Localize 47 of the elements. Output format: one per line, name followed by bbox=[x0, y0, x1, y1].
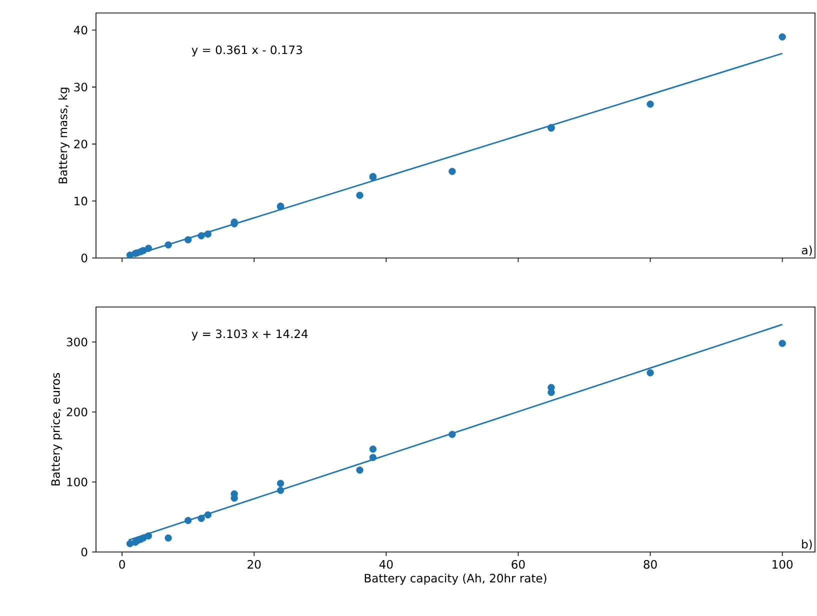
x-tick-label: 80 bbox=[644, 560, 657, 569]
x-tick-label: 60 bbox=[512, 560, 525, 569]
y-tick-label: 0 bbox=[81, 548, 88, 556]
annotation: y = 3.103 x + 14.24 bbox=[192, 329, 308, 340]
y-tick-label: 30 bbox=[74, 82, 88, 92]
y-tick-label: 20 bbox=[74, 140, 88, 148]
point bbox=[276, 480, 284, 487]
annotation: a) bbox=[802, 246, 812, 256]
point bbox=[369, 454, 377, 462]
x-axis-title: Battery capacity (Ah, 20hr rate) bbox=[364, 574, 546, 585]
point bbox=[356, 192, 364, 199]
x-tick-label: 40 bbox=[379, 560, 393, 569]
y-tick-label: 40 bbox=[74, 26, 88, 34]
y-tick-label: 200 bbox=[66, 408, 88, 416]
point bbox=[448, 430, 456, 438]
point bbox=[144, 532, 152, 540]
y-axis-title: Battery price, euros bbox=[51, 373, 62, 486]
x-tick-label: 20 bbox=[248, 560, 261, 569]
y-tick-label: 0 bbox=[81, 254, 88, 262]
point bbox=[164, 241, 172, 248]
point bbox=[198, 514, 205, 522]
point bbox=[369, 446, 377, 453]
point bbox=[230, 490, 238, 498]
point bbox=[140, 534, 147, 542]
point bbox=[646, 369, 654, 376]
point bbox=[646, 100, 654, 108]
annotation: b) bbox=[802, 540, 812, 550]
point bbox=[198, 232, 205, 240]
point bbox=[778, 33, 786, 41]
point bbox=[778, 340, 786, 347]
x-tick-label: 100 bbox=[772, 560, 793, 569]
point bbox=[184, 516, 192, 524]
point bbox=[164, 534, 172, 542]
point bbox=[140, 246, 147, 254]
y-tick-label: 10 bbox=[74, 196, 88, 206]
point bbox=[204, 511, 212, 518]
x-tick-label: 0 bbox=[119, 560, 125, 569]
point bbox=[184, 236, 192, 244]
point bbox=[448, 168, 456, 175]
y-tick-label: 100 bbox=[67, 478, 88, 486]
point bbox=[276, 486, 284, 494]
point bbox=[204, 230, 212, 238]
y-axis-title: Battery mass, kg bbox=[58, 88, 70, 184]
point bbox=[144, 244, 152, 252]
point bbox=[356, 466, 364, 474]
annotation: y = 0.361 x - 0.173 bbox=[192, 46, 302, 56]
y-tick-label: 300 bbox=[66, 338, 88, 346]
